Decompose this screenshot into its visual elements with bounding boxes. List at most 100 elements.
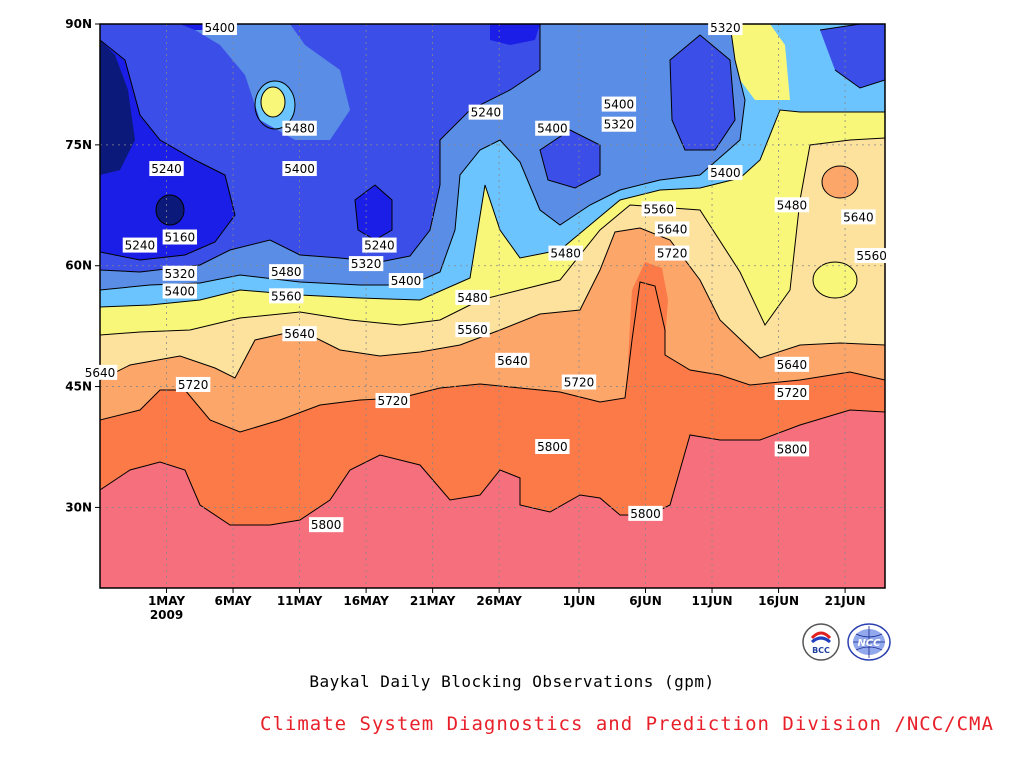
contour-label: 5640 <box>654 221 690 237</box>
contour-line-ring-i <box>819 24 885 89</box>
contour-line-ring-b <box>260 86 286 118</box>
contour-label-text: 5240 <box>125 239 156 253</box>
contour-label-bg <box>455 322 490 338</box>
ncc-logo-text: NCC <box>857 638 881 649</box>
contour-label: 5480 <box>282 120 317 136</box>
contour-label: 5720 <box>561 374 597 390</box>
x-tick-label: 11MAY <box>277 594 323 608</box>
contour-line-ring-h <box>812 261 858 299</box>
x-tick-label: 16MAY <box>343 594 389 608</box>
x-tick-label: 16JUN <box>758 594 799 608</box>
contour-label: 5560 <box>641 201 677 217</box>
contour-label: 5400 <box>535 120 570 136</box>
fill-5400-5480-island <box>813 262 857 298</box>
fill-5160-5240-b <box>355 185 392 240</box>
contour-label-bg <box>388 273 424 289</box>
contour-label: 5320 <box>348 256 384 272</box>
contour-label-text: 5480 <box>457 291 488 305</box>
plot-frame <box>99 23 886 589</box>
contour-label: 5400 <box>282 161 317 177</box>
fill-5240-5320-b <box>540 130 600 188</box>
y-axis: 30N 45N 60N 75N 90N <box>65 17 100 514</box>
contour-label-text: 5640 <box>497 354 528 368</box>
fill-5240-5320-d <box>820 24 885 88</box>
y-tick-label: 45N <box>65 380 92 394</box>
contour-label-bg <box>375 393 410 409</box>
contour-label-bg <box>282 326 317 342</box>
contour-label: 5800 <box>774 441 810 457</box>
contour-label: 5400 <box>708 165 743 181</box>
contour-label-text: 5320 <box>165 267 196 281</box>
contour-label-text: 5480 <box>284 122 315 136</box>
ncc-logo: NCC <box>846 622 892 666</box>
x-tick-label: 21MAY <box>410 594 456 608</box>
x-tick-label: 11JUN <box>692 594 733 608</box>
contour-label-bg <box>774 441 810 457</box>
contour-line-ring-a <box>254 80 296 130</box>
contour-label: 5800 <box>308 517 344 533</box>
fill-5160-5240-c <box>490 24 540 45</box>
contour-line-5800 <box>100 409 885 526</box>
contour-label-bg <box>548 245 583 261</box>
contour-label-bg <box>535 439 570 454</box>
contour-label-text: 5720 <box>777 386 808 400</box>
contour-label-text: 5720 <box>377 394 408 408</box>
contour-label-bg <box>495 352 530 368</box>
contour-label: 5320 <box>162 265 198 281</box>
contour-label-bg <box>841 209 876 225</box>
contour-label-text: 5640 <box>843 210 874 224</box>
contour-label: 5720 <box>654 245 690 261</box>
contour-label-text: 5640 <box>284 327 315 341</box>
contour-label: 5480 <box>548 245 583 261</box>
contour-label-bg <box>175 376 211 392</box>
contour-label-text: 5720 <box>564 376 595 390</box>
x-tick-label: 6MAY <box>214 594 251 608</box>
contour-label: 5480 <box>455 289 490 305</box>
contour-line-5560 <box>100 137 885 336</box>
contour-line-5720 <box>100 281 885 433</box>
contour-label-bg <box>348 256 384 272</box>
contour-label-bg <box>122 237 158 253</box>
contour-label-text: 5560 <box>644 202 675 216</box>
contour-label: 5400 <box>202 20 237 36</box>
contour-label-bg <box>561 374 597 390</box>
contour-label-text: 5800 <box>537 440 568 454</box>
x-tick-label: 6JUN <box>629 594 662 608</box>
contour-label-text: 5400 <box>604 98 635 112</box>
contour-label: 5640 <box>495 352 530 368</box>
contour-label-bg <box>654 221 690 237</box>
contour-line-ring-f <box>155 194 185 226</box>
contour-label: 5800 <box>628 505 663 521</box>
y-tick-label: 60N <box>65 259 92 273</box>
x-tick-label: 1MAY <box>148 594 185 608</box>
contour-label-text: 5400 <box>284 162 315 176</box>
contour-label-text: 5240 <box>364 239 395 253</box>
contour-label-text: 5640 <box>657 222 688 236</box>
contour-label-bg <box>162 265 198 281</box>
contour-label: 5640 <box>82 364 118 380</box>
contour-label: 5560 <box>854 248 889 264</box>
contour-label-bg <box>708 165 743 181</box>
contour-label: 5160 <box>162 229 198 245</box>
contour-label-bg <box>269 288 304 304</box>
bcc-logo-text: BCC <box>812 646 830 655</box>
fill-5480-5560-hole <box>261 87 285 117</box>
contour-label: 5640 <box>774 356 810 372</box>
contour-label-text: 5160 <box>165 231 196 245</box>
contour-line-5640 <box>100 227 885 381</box>
x-tick-label: 21JUN <box>825 594 866 608</box>
contour-label: 5560 <box>269 288 304 304</box>
contour-label: 5720 <box>175 376 211 392</box>
contour-label-text: 5720 <box>178 378 209 392</box>
contour-label-bg <box>601 96 637 112</box>
contour-label: 5400 <box>388 273 424 289</box>
contour-label-bg <box>654 245 690 261</box>
contour-label-text: 5480 <box>271 265 302 279</box>
contour-label-bg <box>82 364 118 380</box>
y-tick-label: 90N <box>65 17 92 31</box>
contour-label-bg <box>641 201 677 217</box>
contour-label-bg <box>202 20 237 36</box>
contour-label-bg <box>269 264 304 280</box>
contour-line-5240 <box>100 39 236 261</box>
contour-label: 5720 <box>375 393 410 409</box>
